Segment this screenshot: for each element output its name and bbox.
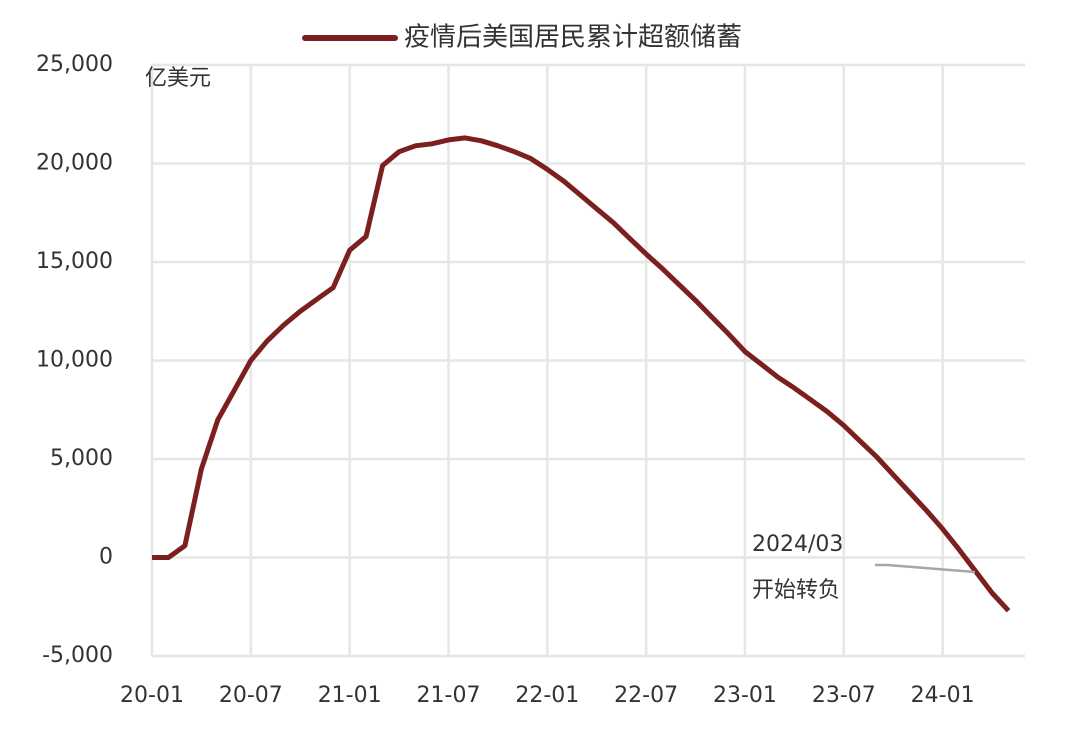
x-tick-label: 23-07: [812, 683, 876, 708]
y-tick-label: 20,000: [36, 151, 113, 176]
y-tick-label: 25,000: [36, 52, 113, 77]
x-tick-label: 24-01: [911, 683, 975, 708]
y-tick-label: 5,000: [50, 446, 113, 471]
x-tick-label: 23-01: [713, 683, 777, 708]
y-tick-label: 0: [99, 545, 113, 570]
x-tick-label: 20-01: [120, 683, 184, 708]
x-tick-label: 22-07: [614, 683, 678, 708]
x-tick-label: 21-01: [318, 683, 382, 708]
legend-label: 疫情后美国居民累计超额储蓄: [404, 23, 742, 53]
annotation-date: 2024/03: [752, 532, 843, 557]
x-tick-label: 22-01: [515, 683, 579, 708]
annotation-line: [875, 563, 976, 574]
plot: -5,000 0 5,000 10,000 15,000 20,000 25,000 20-0…: [36, 23, 1025, 708]
y-tick-label: 15,000: [36, 249, 113, 274]
x-tick-label: 21-07: [417, 683, 481, 708]
line: [152, 135, 1011, 613]
y-tick-label: -5,000: [42, 643, 113, 668]
y-tick-label: 10,000: [36, 348, 113, 373]
y-axis-label: 亿美元: [145, 66, 211, 91]
x-tick-label: 20-07: [219, 683, 283, 708]
annotation-text: 开始转负: [752, 578, 840, 603]
